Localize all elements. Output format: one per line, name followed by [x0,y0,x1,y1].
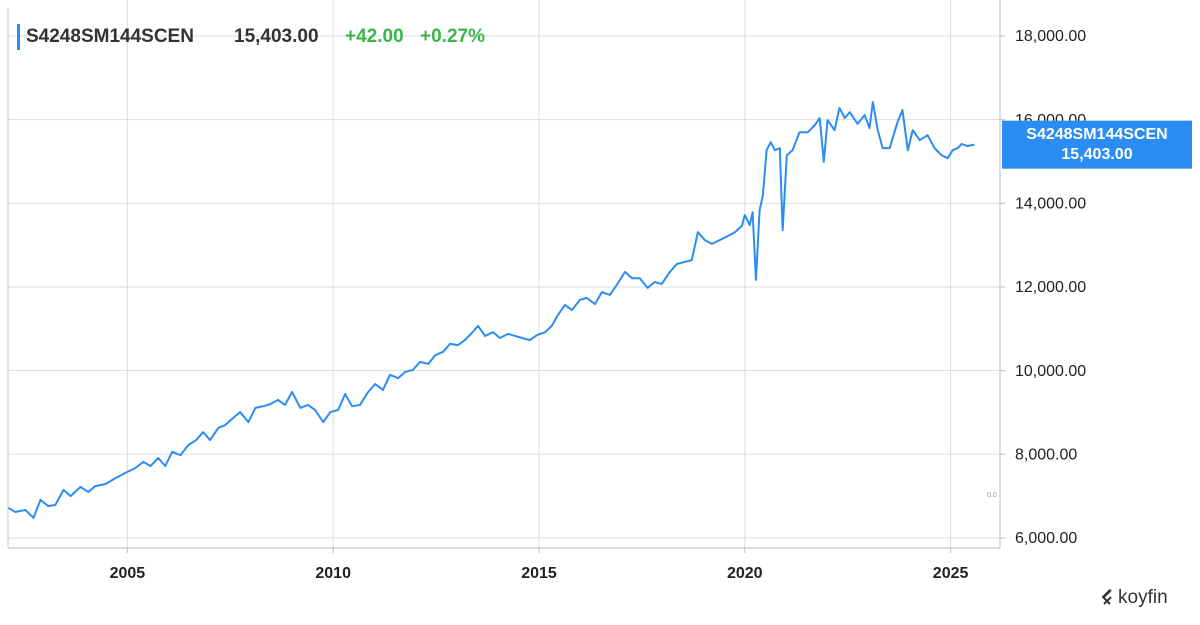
series-line [7,101,975,519]
x-tick-label: 2020 [727,565,763,582]
x-tick-label: 2005 [110,565,146,582]
last-value-box-value: 15,403.00 [1061,146,1132,163]
y-tick-label: 14,000.00 [1015,196,1086,213]
y-tick-label: 8,000.00 [1015,447,1077,464]
grid [8,0,1005,553]
y-tick-label: 18,000.00 [1015,28,1086,45]
last-value-box [1002,120,1192,169]
y-tick-label: 6,000.00 [1015,530,1077,547]
last-value: 15,403.00 [234,26,319,47]
plot [7,101,975,519]
brand-logo: koyfin [1101,587,1168,608]
change: +42.00 [345,26,404,47]
y-tick-label: 10,000.00 [1015,363,1086,380]
x-tick-label: 2025 [933,565,969,582]
last-value-box-name: S4248SM144SCEN [1026,126,1167,143]
y-tick-label: 12,000.00 [1015,279,1086,296]
x-tick-label: 2015 [521,565,557,582]
x-tick-label: 2010 [315,565,351,582]
series-title: S4248SM144SCEN [26,26,194,47]
annotation: 0.0 [987,492,997,499]
legend-swatch [17,24,20,50]
change-pct: +0.27% [420,26,485,47]
brand-icon [1101,589,1112,605]
brand: koyfin [1118,587,1168,608]
